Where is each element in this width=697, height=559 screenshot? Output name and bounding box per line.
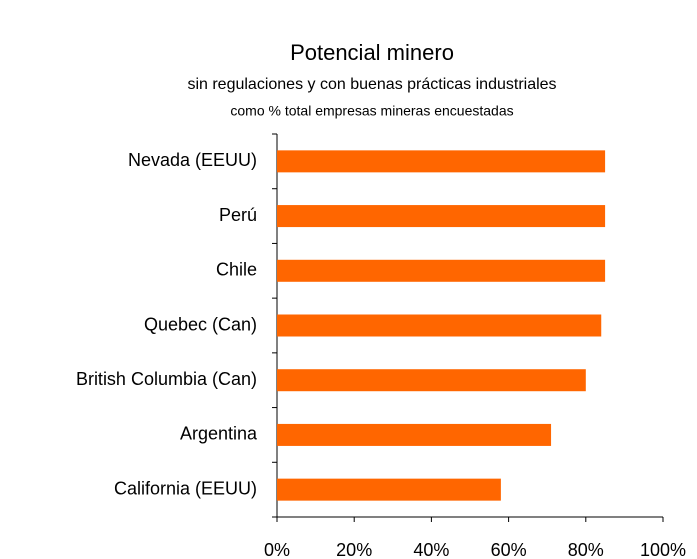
bar [277, 314, 602, 337]
x-tick-label: 100% [640, 540, 686, 559]
bar [277, 259, 606, 282]
y-tick-label: Quebec (Can) [144, 314, 257, 334]
bar [277, 205, 606, 228]
x-tick-label: 60% [491, 540, 527, 559]
chart-subtitle: sin regulaciones y con buenas prácticas … [187, 76, 556, 93]
y-tick-label: Argentina [180, 424, 258, 444]
bar [277, 478, 501, 501]
y-tick-label: Nevada (EEUU) [128, 150, 257, 170]
bar [277, 423, 552, 446]
y-tick-label: British Columbia (Can) [76, 369, 257, 389]
x-tick-label: 0% [264, 540, 290, 559]
bar [277, 369, 586, 392]
chart-subtitle: como % total empresas mineras encuestada… [230, 103, 513, 119]
x-tick-label: 40% [413, 540, 449, 559]
y-tick-label: Chile [216, 260, 257, 280]
y-tick-label: California (EEUU) [114, 478, 257, 498]
chart-title: Potencial minero [290, 40, 454, 65]
x-tick-label: 20% [336, 540, 372, 559]
y-tick-label: Perú [219, 205, 257, 225]
x-tick-label: 80% [568, 540, 604, 559]
bar [277, 150, 606, 173]
